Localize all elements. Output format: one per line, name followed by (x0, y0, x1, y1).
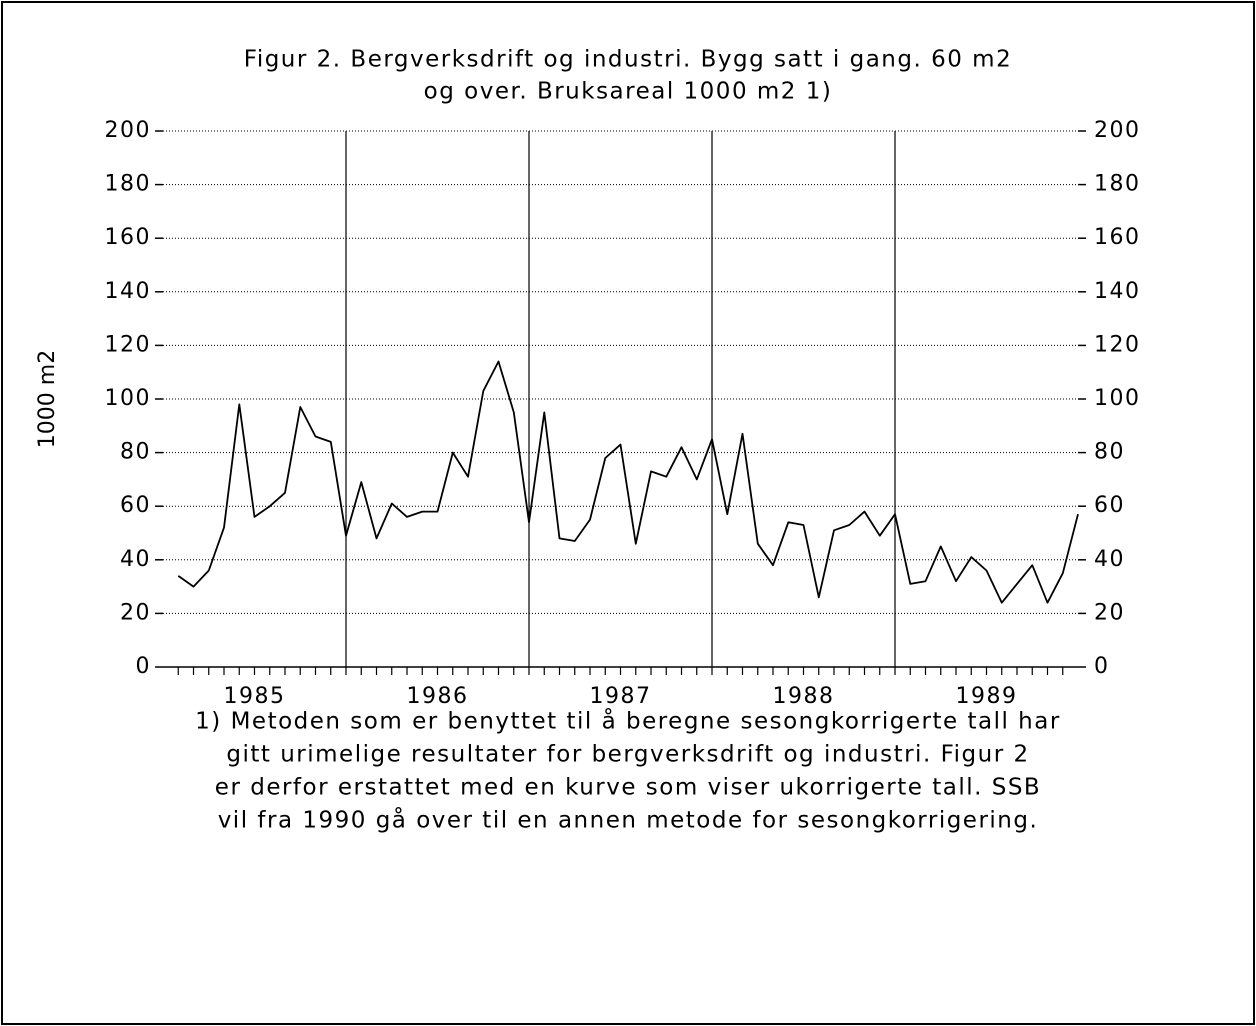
y2-tick-label: 40 (1094, 547, 1125, 572)
footnote: er derfor erstattet med en kurve som vis… (215, 775, 1041, 801)
y-tick-label: 100 (105, 386, 152, 411)
y2-tick-label: 200 (1094, 118, 1141, 143)
footnote: 1) Metoden som er benyttet til å beregne… (195, 707, 1061, 735)
y-tick-label: 80 (120, 440, 151, 465)
y-tick-label: 180 (105, 172, 152, 197)
footnote: vil fra 1990 gå over til en annen metode… (218, 806, 1039, 834)
chart-title: Figur 2. Bergverksdrift og industri. Byg… (244, 47, 1012, 73)
data-line (177, 360, 1079, 604)
y2-tick-label: 180 (1094, 172, 1141, 197)
y2-tick-label: 160 (1094, 225, 1141, 250)
y2-tick-label: 100 (1094, 386, 1141, 411)
y-tick-label: 60 (120, 493, 151, 518)
y2-tick-label: 80 (1094, 440, 1125, 465)
y2-tick-label: 140 (1094, 279, 1141, 304)
x-tick-label: 1988 (773, 684, 835, 709)
y-tick-label: 160 (105, 225, 152, 250)
y-axis-label: 1000 m2 (35, 350, 60, 448)
y2-tick-label: 60 (1094, 493, 1125, 518)
x-tick-label: 1987 (590, 684, 652, 709)
footnote: gitt urimelige resultater for bergverksd… (226, 742, 1029, 768)
y-tick-label: 120 (105, 332, 152, 357)
y-tick-label: 0 (136, 654, 152, 679)
chart-title: og over. Bruksareal 1000 m2 1) (424, 79, 833, 105)
x-tick-label: 1985 (224, 684, 286, 709)
y2-tick-label: 120 (1094, 332, 1141, 357)
y-tick-label: 140 (105, 279, 152, 304)
y-tick-label: 200 (105, 118, 152, 143)
x-tick-label: 1989 (956, 684, 1018, 709)
y-tick-label: 20 (120, 600, 151, 625)
y2-tick-label: 0 (1094, 654, 1110, 679)
y2-tick-label: 20 (1094, 600, 1125, 625)
x-tick-label: 1986 (407, 684, 469, 709)
y-tick-label: 40 (120, 547, 151, 572)
